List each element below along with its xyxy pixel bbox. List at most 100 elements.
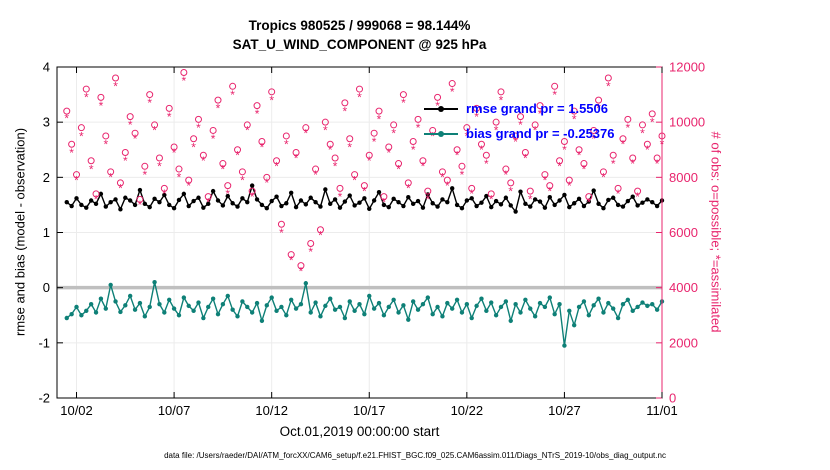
svg-text:10/07: 10/07 [158,403,191,418]
svg-text:*: * [84,91,89,105]
bias-line-sample [424,130,458,137]
series-possible [63,69,666,270]
svg-text:*: * [177,171,182,185]
svg-text:10/17: 10/17 [353,403,386,418]
svg-text:3: 3 [43,115,50,130]
svg-text:10000: 10000 [669,115,705,130]
svg-text:*: * [269,93,274,107]
axis-ticks-and-labels: -2 -1 0 1 2 3 4 0 2000 4000 6000 8000 10000 12000 10/0… [38,60,705,419]
svg-text:*: * [494,124,499,138]
svg-text:*: * [425,193,430,207]
svg-text:*: * [94,193,99,207]
svg-text:*: * [103,138,108,152]
svg-text:*: * [508,184,513,198]
svg-text:*: * [303,127,308,141]
svg-text:12000: 12000 [669,60,705,75]
svg-text:*: * [152,124,157,138]
svg-text:*: * [245,124,250,138]
svg-text:-2: -2 [38,391,50,406]
svg-text:*: * [216,102,221,116]
svg-text:*: * [118,182,123,196]
series-assimilated: * * * * * * * * * * * * * * * * * * * * * * * * * * * * * * * * * * * * * * * *… [64,74,664,278]
svg-text:*: * [157,160,162,174]
svg-text:*: * [69,146,74,160]
x-axis-label: Oct.01,2019 00:00:00 start [279,424,440,439]
svg-text:*: * [450,85,455,99]
svg-text:*: * [601,171,606,185]
svg-text:*: * [435,99,440,113]
svg-text:*: * [99,99,104,113]
svg-text:*: * [577,149,582,163]
svg-text:*: * [460,168,465,182]
svg-text:*: * [294,151,299,165]
legend: rmse grand pr = 1.5506 bias grand pr = -… [424,96,614,146]
svg-text:0: 0 [669,391,676,406]
svg-text:6000: 6000 [669,225,698,240]
svg-text:*: * [367,154,372,168]
title-line-2: SAT_U_WIND_COMPONENT @ 925 hPa [232,37,487,52]
svg-text:*: * [499,93,504,107]
svg-text:*: * [182,74,187,88]
svg-text:*: * [338,190,343,204]
data-file-caption: data file: /Users/raeder/DAI/ATM_forcXX/… [164,451,666,460]
svg-text:*: * [255,107,260,121]
svg-text:10/22: 10/22 [451,403,484,418]
svg-text:*: * [74,173,79,187]
svg-text:*: * [626,121,631,135]
svg-text:*: * [611,157,616,171]
svg-text:*: * [479,143,484,157]
svg-text:*: * [211,132,216,146]
svg-text:*: * [299,264,304,278]
svg-text:*: * [123,154,128,168]
svg-text:4000: 4000 [669,280,698,295]
svg-text:*: * [567,179,572,193]
svg-text:10/02: 10/02 [60,403,93,418]
legend-label-rmse: rmse grand pr = 1.5506 [466,101,608,116]
svg-text:*: * [406,182,411,196]
svg-text:*: * [543,173,548,187]
series-bias [64,279,665,348]
svg-text:-1: -1 [38,335,50,350]
svg-text:*: * [445,179,450,193]
legend-label-bias: bias grand pr = -0.25376 [466,126,615,141]
svg-text:*: * [221,162,226,176]
svg-text:*: * [108,171,113,185]
svg-text:*: * [401,96,406,110]
svg-text:*: * [416,121,421,135]
svg-text:*: * [474,110,479,124]
svg-text:4: 4 [43,60,50,75]
svg-text:*: * [533,124,538,138]
svg-text:*: * [328,143,333,157]
svg-text:11/01: 11/01 [646,403,678,418]
svg-text:*: * [421,160,426,174]
svg-text:*: * [396,162,401,176]
svg-text:*: * [411,143,416,157]
svg-text:*: * [640,127,645,141]
svg-text:*: * [250,190,255,204]
svg-text:*: * [557,160,562,174]
svg-text:*: * [572,113,577,127]
svg-text:2: 2 [43,170,50,185]
svg-text:*: * [489,193,494,207]
svg-text:*: * [196,121,201,135]
svg-text:10/12: 10/12 [255,403,288,418]
svg-text:8000: 8000 [669,170,698,185]
y-axis-label-right: # of obs: o=possible; *=assimilated [708,131,724,333]
svg-text:*: * [347,140,352,154]
svg-text:*: * [167,110,172,124]
svg-text:*: * [172,146,177,160]
svg-text:*: * [89,162,94,176]
svg-text:0: 0 [43,280,50,295]
svg-text:*: * [372,135,377,149]
svg-text:*: * [333,160,338,174]
svg-text:*: * [547,184,552,198]
svg-text:*: * [591,132,596,146]
svg-text:*: * [377,113,382,127]
svg-text:*: * [133,132,138,146]
svg-text:*: * [596,102,601,116]
legend-item-rmse: rmse grand pr = 1.5506 [424,96,614,121]
svg-text:*: * [382,195,387,209]
svg-text:*: * [313,168,318,182]
